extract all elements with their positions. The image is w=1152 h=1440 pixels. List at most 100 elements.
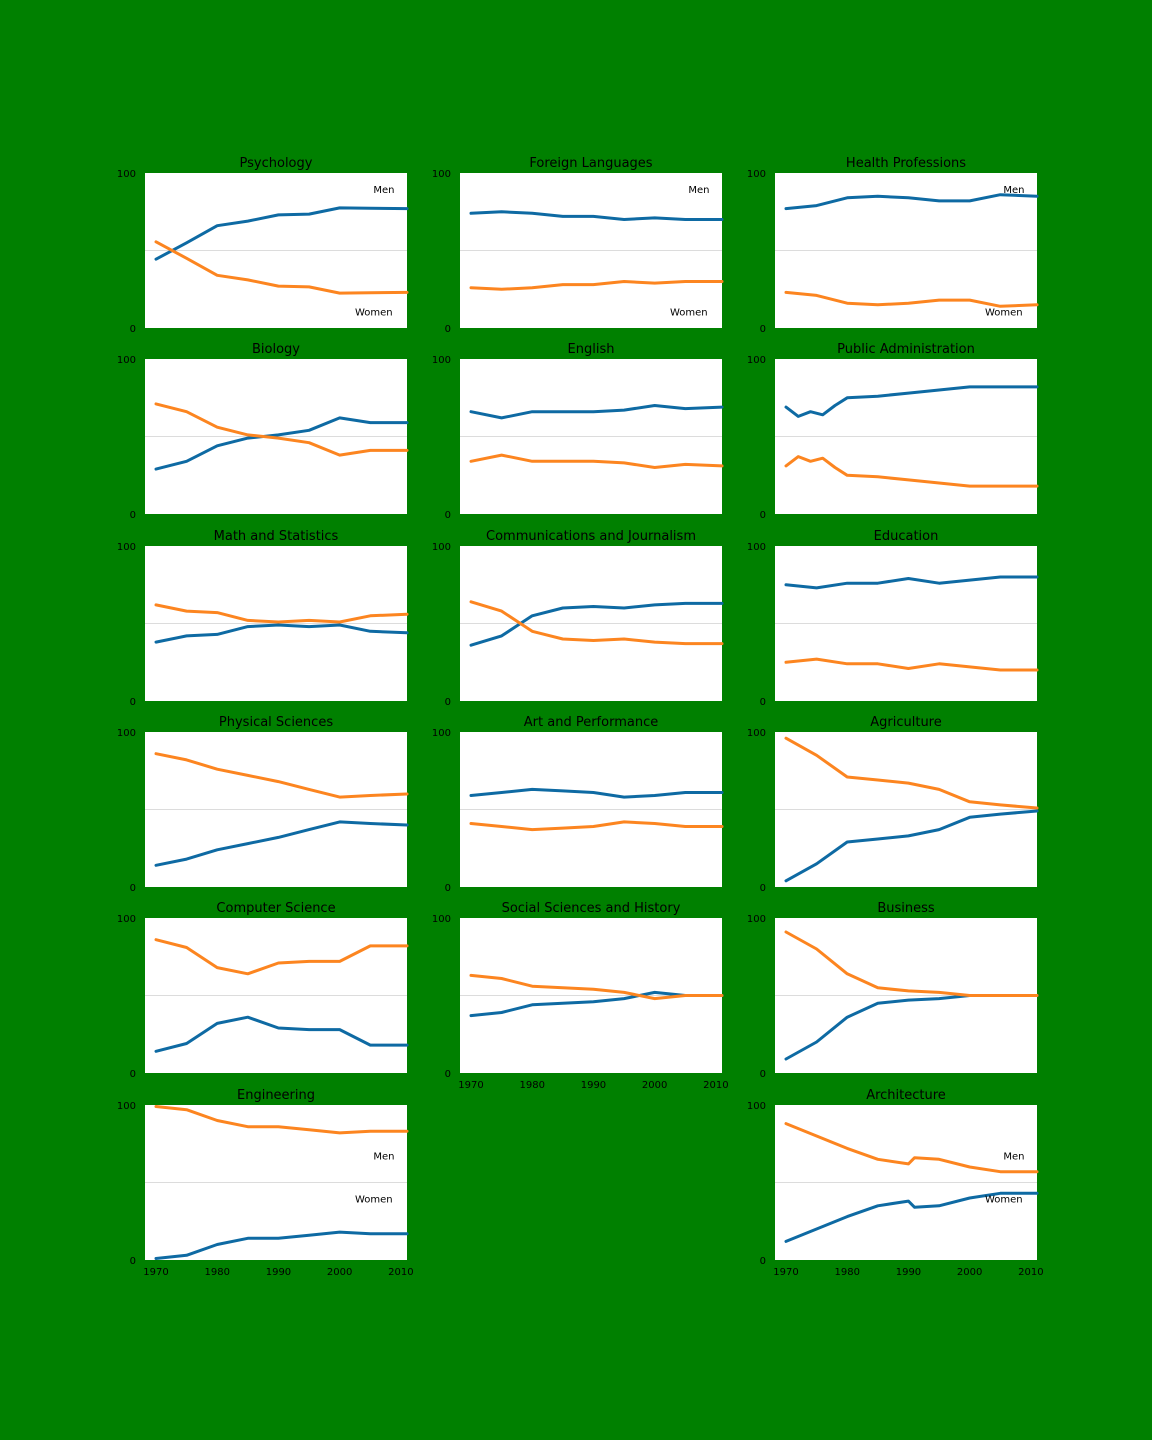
- panel-4: English 0 100: [432, 342, 724, 521]
- x-tick-label: 1970: [773, 1267, 798, 1278]
- y-tick-label: 100: [117, 1101, 136, 1112]
- y-tick-label: 0: [760, 697, 766, 708]
- series-line-men: [154, 1015, 409, 1053]
- panel-3: Biology 0 100: [117, 342, 409, 521]
- series-line-women: [784, 1122, 1039, 1174]
- series-line-men: [784, 1191, 1039, 1243]
- y-tick-label: 0: [445, 324, 451, 335]
- y-tick-label: 100: [432, 728, 451, 739]
- y-tick-label: 100: [117, 914, 136, 925]
- series-line-women: [469, 453, 724, 469]
- annotation-women: Women: [985, 1195, 1023, 1206]
- y-tick-label: 0: [130, 1069, 136, 1080]
- panel-16: Architecture 0 100 1970 1980 1990 2000 2010 Men W…: [747, 1088, 1044, 1278]
- panel-1: Foreign Languages 0 100 Men Women: [432, 156, 724, 335]
- panel-title: Social Sciences and History: [502, 901, 681, 916]
- annotation-women: Women: [355, 1195, 393, 1206]
- series-line-women: [154, 603, 409, 624]
- panel-title: Architecture: [866, 1088, 946, 1103]
- panel-9: Physical Sciences 0 100: [117, 715, 409, 894]
- y-tick-label: 0: [130, 510, 136, 521]
- y-tick-label: 100: [117, 542, 136, 553]
- y-tick-label: 100: [432, 542, 451, 553]
- y-tick-label: 100: [432, 355, 451, 366]
- y-tick-label: 0: [445, 510, 451, 521]
- series-line-women: [469, 600, 724, 646]
- panel-title: Agriculture: [870, 715, 942, 730]
- panel-title: Biology: [252, 342, 300, 357]
- y-tick-label: 0: [445, 697, 451, 708]
- annotation-men: Men: [1003, 1151, 1024, 1162]
- series-line-men: [469, 601, 724, 647]
- x-tick-label: 1980: [520, 1080, 545, 1091]
- y-tick-label: 0: [760, 1256, 766, 1267]
- y-tick-label: 100: [432, 169, 451, 180]
- panel-12: Computer Science 0 100: [117, 901, 409, 1080]
- y-tick-label: 0: [130, 1256, 136, 1267]
- x-tick-label: 1980: [205, 1267, 230, 1278]
- panel-title: Communications and Journalism: [486, 529, 696, 544]
- x-tick-label: 2000: [327, 1267, 352, 1278]
- x-tick-label: 2010: [1018, 1267, 1043, 1278]
- x-tick-label: 1990: [896, 1267, 921, 1278]
- annotation-men: Men: [1003, 185, 1024, 196]
- series-line-men: [784, 385, 1039, 418]
- panel-title: English: [568, 342, 615, 357]
- y-tick-label: 0: [760, 1069, 766, 1080]
- series-line-men: [784, 193, 1039, 211]
- y-tick-label: 100: [117, 355, 136, 366]
- series-line-men: [154, 820, 409, 867]
- panel-title: Physical Sciences: [219, 715, 333, 730]
- x-tick-label: 1990: [581, 1080, 606, 1091]
- series-line-men: [469, 404, 724, 420]
- annotation-men: Men: [688, 185, 709, 196]
- x-tick-label: 2010: [388, 1267, 413, 1278]
- y-tick-label: 0: [760, 510, 766, 521]
- x-tick-label: 1980: [835, 1267, 860, 1278]
- panel-title: Psychology: [240, 156, 313, 171]
- y-tick-label: 100: [747, 355, 766, 366]
- series-line-women: [784, 736, 1039, 810]
- y-tick-label: 0: [760, 324, 766, 335]
- series-line-women: [154, 938, 409, 976]
- series-line-women: [469, 280, 724, 291]
- panel-title: Health Professions: [846, 156, 966, 171]
- series-line-women: [154, 240, 409, 295]
- panel-title: Business: [877, 901, 935, 916]
- x-tick-label: 2000: [642, 1080, 667, 1091]
- series-line-men: [154, 1230, 409, 1260]
- panel-title: Engineering: [237, 1088, 315, 1103]
- panel-title: Computer Science: [216, 901, 335, 916]
- y-tick-label: 100: [747, 169, 766, 180]
- x-tick-label: 2010: [703, 1080, 728, 1091]
- annotation-women: Women: [985, 308, 1023, 319]
- series-line-women: [154, 752, 409, 799]
- panel-11: Agriculture 0 100: [747, 715, 1039, 894]
- y-tick-label: 0: [760, 883, 766, 894]
- y-tick-label: 0: [445, 883, 451, 894]
- series-line-women: [469, 973, 724, 1001]
- series-line-men: [469, 990, 724, 1018]
- panel-title: Math and Statistics: [214, 529, 339, 544]
- y-tick-label: 100: [747, 542, 766, 553]
- series-line-women: [784, 455, 1039, 488]
- series-line-women: [154, 1105, 409, 1135]
- panel-10: Art and Performance 0 100: [432, 715, 724, 894]
- x-tick-label: 2000: [957, 1267, 982, 1278]
- panel-15: Engineering 0 100 1970 1980 1990 2000 2010 Men Wo…: [117, 1088, 414, 1278]
- annotation-women: Women: [355, 308, 393, 319]
- panel-7: Communications and Journalism 0 100: [432, 529, 724, 708]
- annotation-men: Men: [373, 185, 394, 196]
- panel-6: Math and Statistics 0 100: [117, 529, 409, 708]
- series-line-men: [154, 206, 409, 261]
- series-line-women: [469, 820, 724, 832]
- series-line-women: [784, 290, 1039, 308]
- panel-2: Health Professions 0 100 Men Women: [747, 156, 1039, 335]
- panel-title: Education: [874, 529, 939, 544]
- y-tick-label: 100: [747, 914, 766, 925]
- y-tick-label: 100: [747, 728, 766, 739]
- series-line-men: [784, 575, 1039, 590]
- series-line-men: [154, 416, 409, 471]
- y-tick-label: 0: [130, 883, 136, 894]
